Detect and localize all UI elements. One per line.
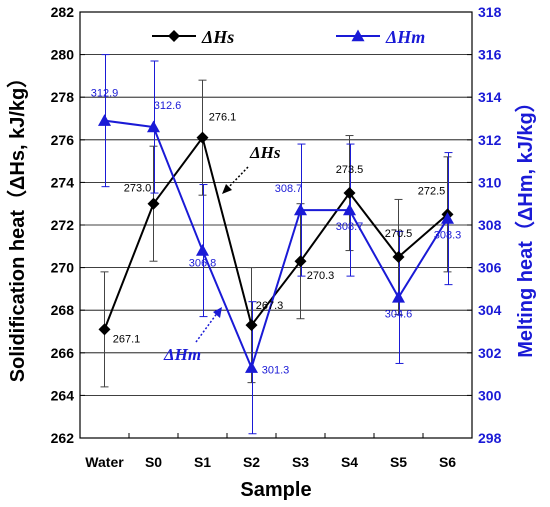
- right-tick-label: 308: [478, 217, 502, 233]
- right-tick-label: 306: [478, 260, 502, 276]
- annotation-arrowhead-hm: [213, 307, 222, 318]
- data-label-hm: 312.9: [91, 88, 119, 100]
- data-label-hs: 276.1: [209, 112, 237, 124]
- data-label-hs: 273.5: [336, 164, 364, 176]
- right-tick-label: 302: [478, 345, 502, 361]
- right-y-axis-title: Melting heat（ΔHm, kJ/kg）: [514, 92, 537, 358]
- x-tick-label: S1: [194, 454, 211, 470]
- data-label-hm: 308.3: [434, 230, 462, 242]
- right-tick-label: 312: [478, 132, 502, 148]
- marker-hm: [98, 114, 111, 126]
- left-tick-label: 282: [51, 4, 75, 20]
- left-tick-label: 264: [51, 387, 75, 403]
- x-tick-label: S4: [341, 454, 358, 470]
- right-tick-label: 304: [478, 302, 502, 318]
- annotation-hm: ΔHm: [163, 345, 201, 364]
- x-tick-label: S3: [292, 454, 309, 470]
- right-tick-label: 300: [478, 387, 502, 403]
- data-label-hs: 272.5: [418, 185, 446, 197]
- marker-hs: [392, 250, 405, 263]
- data-label-hs: 270.5: [385, 228, 413, 240]
- right-tick-label: 314: [478, 89, 502, 105]
- marker-hs: [245, 319, 258, 332]
- x-tick-label: Water: [85, 454, 124, 470]
- marker-hm: [441, 212, 454, 224]
- data-label-hs: 267.3: [256, 300, 284, 312]
- data-label-hm: 308.7: [336, 221, 364, 233]
- left-tick-label: 278: [51, 89, 75, 105]
- series-line-hm: [104, 119, 449, 371]
- x-tick-label: S2: [243, 454, 260, 470]
- marker-hm: [392, 290, 405, 303]
- left-tick-labels: 262 264 266 268 270 272 274 276 278 280 282: [51, 4, 85, 446]
- series-line-hs: [103, 135, 449, 330]
- marker-hm: [147, 120, 160, 133]
- marker-hm: [343, 203, 356, 216]
- right-tick-label: 316: [478, 47, 502, 63]
- legend-marker-hs: [168, 30, 180, 42]
- plot-frame: [79, 11, 473, 439]
- data-label-hm: 301.3: [262, 365, 290, 377]
- marker-hs: [343, 187, 356, 200]
- data-label-hs: 270.3: [307, 270, 335, 282]
- series-lines: [103, 119, 449, 371]
- series-markers: [98, 114, 454, 373]
- left-tick-label: 268: [51, 302, 75, 318]
- marker-hs: [294, 255, 307, 268]
- x-tick-label: S0: [145, 454, 162, 470]
- left-tick-label: 262: [51, 430, 75, 446]
- data-label-hs: 273.0: [124, 183, 152, 195]
- marker-hs: [147, 197, 160, 210]
- legend-label-hs: ΔHs: [201, 27, 234, 47]
- data-label-hm: 312.6: [154, 100, 182, 112]
- legend-marker-hm: [351, 29, 365, 42]
- left-tick-label: 274: [51, 174, 75, 190]
- marker-hs: [98, 323, 111, 336]
- right-tick-labels: 298 300 302 304 306 308 310 312 314 316 318: [467, 4, 502, 446]
- data-label-hm: 306.8: [189, 258, 217, 270]
- left-tick-label: 270: [51, 260, 75, 276]
- right-tick-label: 318: [478, 4, 502, 20]
- x-tick-label: S6: [439, 454, 456, 470]
- marker-hm: [245, 361, 258, 373]
- marker-hm: [294, 203, 307, 216]
- x-axis-title: Sample: [240, 479, 311, 501]
- left-tick-label: 276: [51, 132, 75, 148]
- marker-hm: [196, 244, 209, 256]
- right-tick-label: 298: [478, 430, 502, 446]
- annotation-hs: ΔHs: [249, 143, 281, 162]
- legend: ΔHs ΔHm: [152, 27, 425, 47]
- left-y-axis-title: Solidification heat（ΔHs, kJ/kg）: [6, 68, 29, 382]
- left-tick-label: 272: [51, 217, 75, 233]
- data-labels: 267.1 273.0 276.1 267.3 270.3 273.5 270.5 272.5…: [91, 88, 462, 377]
- left-tick-label: 280: [51, 47, 75, 63]
- annotation-arrowhead-hs: [222, 184, 232, 194]
- annotation-arrow-hs: [225, 166, 249, 191]
- data-label-hm: 308.7: [275, 183, 303, 195]
- x-tick-labels: Water S0 S1 S2 S3 S4 S5 S6: [85, 433, 456, 470]
- annotations: ΔHs ΔHm: [163, 143, 281, 364]
- marker-hs: [196, 131, 209, 144]
- x-tick-label: S5: [390, 454, 407, 470]
- left-tick-label: 266: [51, 345, 75, 361]
- right-tick-label: 310: [478, 174, 502, 190]
- data-label-hs: 267.1: [113, 333, 141, 345]
- data-label-hm: 304.6: [385, 308, 413, 320]
- legend-label-hm: ΔHm: [385, 27, 425, 47]
